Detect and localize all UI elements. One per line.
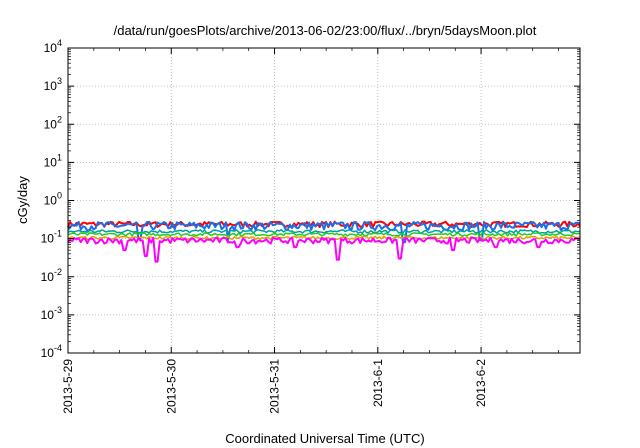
y-tick-label-base: 10 [41, 232, 55, 246]
y-tick-label-exp: -4 [54, 343, 62, 353]
series-line-0 [67, 220, 581, 229]
y-tick-label-exp: 3 [57, 76, 62, 86]
y-tick-label-base: 10 [44, 79, 58, 93]
y-tick-label-base: 10 [44, 41, 58, 55]
y-tick-label-exp: 4 [57, 38, 62, 48]
series-line-3 [67, 232, 581, 237]
y-tick-label-exp: -2 [54, 267, 62, 277]
y-tick-label: 102 [44, 114, 62, 131]
grid [68, 48, 580, 353]
y-tick-label: 100 [44, 191, 62, 208]
y-tick-label: 10-1 [41, 229, 62, 246]
y-tick-label: 10-4 [41, 343, 62, 360]
y-tick-label: 101 [44, 152, 62, 169]
y-tick-label: 10-2 [41, 267, 62, 284]
chart-title: /data/run/goesPlots/archive/2013-06-02/2… [114, 23, 537, 38]
x-tick-label: 2013-5-31 [268, 359, 282, 414]
y-tick-label-base: 10 [44, 194, 58, 208]
x-tick-label: 2013-5-30 [164, 359, 178, 414]
series-line-1 [67, 220, 581, 244]
y-tick-label-base: 10 [41, 308, 55, 322]
y-tick-label-exp: 1 [57, 152, 62, 162]
series-group [67, 220, 581, 263]
y-tick-label: 10-3 [41, 305, 62, 322]
y-tick-label-exp: 0 [57, 191, 62, 201]
y-tick-label: 104 [44, 38, 62, 55]
x-tick-label: 2013-5-29 [61, 359, 75, 414]
y-tick-label-base: 10 [41, 270, 55, 284]
x-tick-label: 2013-6-1 [371, 359, 385, 407]
y-tick-label-base: 10 [44, 155, 58, 169]
y-tick-label-base: 10 [41, 346, 55, 360]
series-line-5 [67, 236, 581, 263]
x-axis-label: Coordinated Universal Time (UTC) [225, 431, 424, 446]
y-axis-label: cGy/day [15, 176, 30, 224]
x-tick-label: 2013-6-2 [474, 359, 488, 407]
y-tick-label-base: 10 [44, 117, 58, 131]
y-tick-label-exp: -1 [54, 229, 62, 239]
y-tick-label: 103 [44, 76, 62, 93]
y-tick-label-exp: 2 [57, 114, 62, 124]
x-axis-ticks: 2013-5-29 2013-5-30 2013-5-31 2013-6-1 2013-… [61, 48, 559, 414]
y-tick-label-exp: -3 [54, 305, 62, 315]
series-line-2 [67, 228, 581, 234]
